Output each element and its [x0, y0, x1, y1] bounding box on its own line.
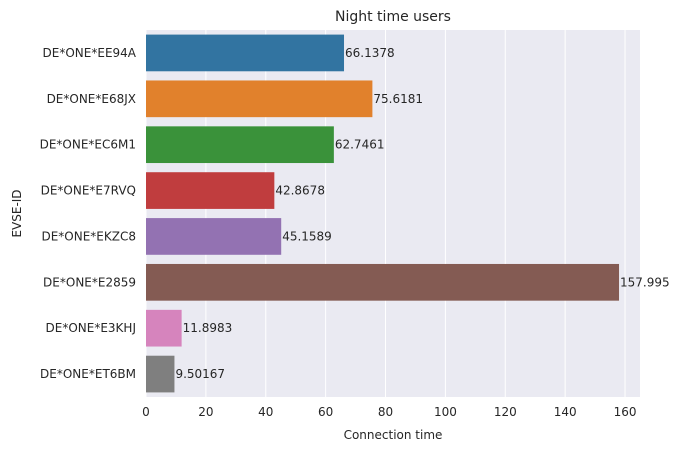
x-axis-label: Connection time — [344, 428, 443, 442]
y-tick-label: DE*ONE*E7RVQ — [41, 184, 136, 198]
bar — [146, 355, 175, 393]
data-label: 75.6181 — [373, 92, 423, 106]
data-labels: 66.1378 75.6181 62.7461 42.8678 45.1589 157.9… — [175, 46, 669, 381]
y-tick-label: DE*ONE*E3KHJ — [46, 321, 136, 335]
x-tick-label: 0 — [142, 405, 150, 419]
bar — [146, 80, 373, 118]
bar — [146, 34, 345, 72]
y-tick-labels: DE*ONE*EE94A DE*ONE*E68JX DE*ONE*EC6M1 DE*O… — [40, 46, 137, 381]
y-tick-label: DE*ONE*EE94A — [43, 46, 137, 60]
y-axis-label: EVSE-ID — [10, 189, 24, 237]
x-tick-label: 80 — [378, 405, 393, 419]
data-label: 157.995 — [620, 275, 670, 289]
data-label: 66.1378 — [345, 46, 395, 60]
x-tick-label: 160 — [614, 405, 637, 419]
y-tick-label: DE*ONE*EC6M1 — [40, 138, 136, 152]
y-tick-label: DE*ONE*E68JX — [47, 92, 136, 106]
x-tick-label: 120 — [494, 405, 517, 419]
bar — [146, 218, 282, 255]
y-tick-label: DE*ONE*E2859 — [43, 275, 136, 289]
data-label: 42.8678 — [275, 184, 325, 198]
data-label: 9.50167 — [175, 367, 225, 381]
data-label: 62.7461 — [335, 138, 385, 152]
x-tick-label: 60 — [318, 405, 333, 419]
x-tick-label: 100 — [434, 405, 457, 419]
y-tick-label: DE*ONE*EKZC8 — [41, 229, 136, 243]
bar — [146, 172, 275, 209]
x-tick-label: 20 — [198, 405, 213, 419]
y-tick-label: DE*ONE*ET6BM — [40, 367, 136, 381]
bars — [146, 34, 620, 393]
x-tick-labels: 0 20 40 60 80 100 120 140 160 — [142, 405, 636, 419]
x-tick-label: 40 — [258, 405, 273, 419]
bar — [146, 309, 182, 347]
x-tick-label: 140 — [554, 405, 577, 419]
data-label: 45.1589 — [282, 229, 332, 243]
chart-title: Night time users — [335, 9, 451, 25]
data-label: 11.8983 — [183, 321, 233, 335]
bar — [146, 263, 620, 301]
bar — [146, 126, 334, 164]
